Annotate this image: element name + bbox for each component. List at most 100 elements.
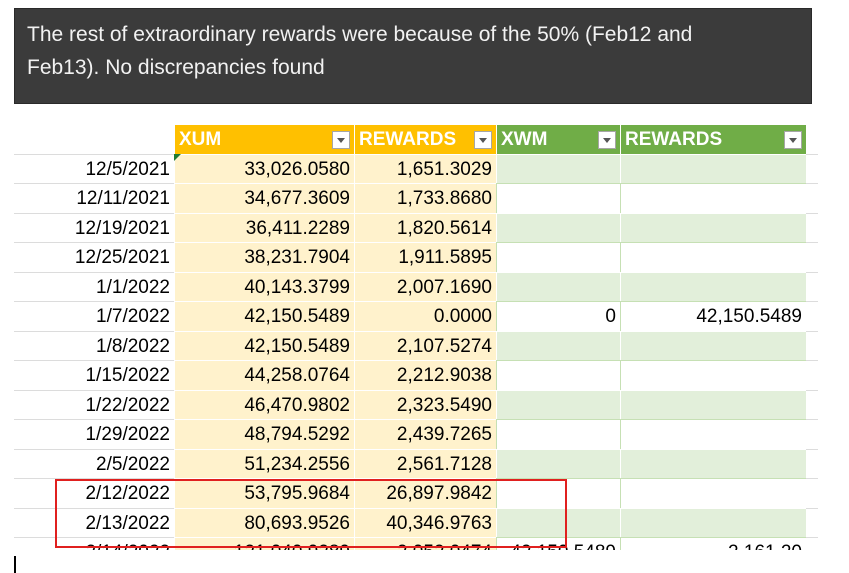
header-xwm[interactable]: XWM <box>496 124 620 154</box>
grid-cell[interactable] <box>806 330 818 361</box>
date-cell[interactable]: 12/11/2021 <box>14 183 174 213</box>
date-cell[interactable]: 1/29/2022 <box>14 419 174 449</box>
xwm-rewards-cell[interactable] <box>620 271 806 301</box>
grid-cell[interactable] <box>806 183 818 213</box>
xum-cell[interactable]: 48,794.5292 <box>174 419 354 449</box>
xwm-rewards-cell[interactable]: 42,150.5489 <box>620 301 806 331</box>
xum-cell[interactable]: 40,143.3799 <box>174 271 354 301</box>
xum-rewards-cell[interactable]: 40,346.9763 <box>354 507 496 537</box>
xum-cell[interactable]: 80,693.9526 <box>174 507 354 537</box>
xwm-rewards-cell[interactable] <box>620 153 806 183</box>
date-cell[interactable]: 1/1/2022 <box>14 271 174 302</box>
xum-cell[interactable]: 33,026.0580 <box>174 153 354 183</box>
grid-cell[interactable] <box>806 448 818 479</box>
xum-cell[interactable]: 38,231.7904 <box>174 242 354 272</box>
grid-cell[interactable] <box>806 537 818 550</box>
header-xwm-rewards[interactable]: REWARDS <box>620 124 806 154</box>
xwm-rewards-cell[interactable] <box>620 242 806 272</box>
xwm-rewards-cell[interactable] <box>620 478 806 508</box>
xwm-cell[interactable]: 0 <box>496 301 620 331</box>
xwm-cell[interactable] <box>496 153 620 183</box>
xum-rewards-cell[interactable]: 2,007.1690 <box>354 271 496 301</box>
xwm-rewards-cell[interactable] <box>620 419 806 449</box>
grid-cell[interactable] <box>806 153 818 184</box>
xum-cell[interactable]: 42,150.5489 <box>174 301 354 331</box>
xum-cell[interactable]: 46,470.9802 <box>174 389 354 419</box>
grid-cell[interactable] <box>806 478 818 508</box>
filter-dropdown-icon[interactable] <box>598 131 616 149</box>
xwm-cell[interactable] <box>496 360 620 390</box>
comment-line-1: The rest of extraordinary rewards were b… <box>27 23 693 46</box>
xwm-rewards-cell[interactable] <box>620 507 806 537</box>
grid-cell[interactable] <box>806 507 818 538</box>
xum-rewards-cell[interactable]: 2,439.7265 <box>354 419 496 449</box>
xwm-rewards-cell[interactable]: 2,161.20 <box>620 537 806 550</box>
xwm-cell[interactable] <box>496 478 620 508</box>
text-cursor <box>14 556 16 573</box>
xwm-rewards-cell[interactable] <box>620 183 806 213</box>
filter-dropdown-icon[interactable] <box>784 131 802 149</box>
comment-box: The rest of extraordinary rewards were b… <box>14 8 812 104</box>
xum-cell[interactable]: 36,411.2289 <box>174 212 354 242</box>
xum-cell[interactable]: 51,234.2556 <box>174 448 354 478</box>
xum-rewards-cell[interactable]: 1,651.3029 <box>354 153 496 183</box>
date-cell[interactable]: 2/5/2022 <box>14 448 174 479</box>
xum-rewards-cell[interactable]: 1,733.8680 <box>354 183 496 213</box>
xwm-cell[interactable] <box>496 448 620 478</box>
date-cell[interactable]: 1/8/2022 <box>14 330 174 361</box>
xwm-rewards-cell[interactable] <box>620 360 806 390</box>
xwm-cell[interactable] <box>496 389 620 419</box>
grid-cell[interactable] <box>806 242 818 272</box>
xwm-cell[interactable] <box>496 507 620 537</box>
xwm-rewards-cell[interactable] <box>620 389 806 419</box>
header-blank-cell[interactable] <box>14 124 174 154</box>
table-row: 2/12/2022 53,795.9684 26,897.9842 <box>14 478 818 508</box>
xwm-rewards-cell[interactable] <box>620 448 806 478</box>
xwm-cell[interactable] <box>496 183 620 213</box>
header-xum-rewards[interactable]: REWARDS <box>354 124 496 154</box>
date-cell[interactable]: 12/19/2021 <box>14 212 174 243</box>
xwm-cell[interactable] <box>496 212 620 242</box>
xum-rewards-cell[interactable]: 2,323.5490 <box>354 389 496 419</box>
xum-rewards-cell[interactable]: 1,820.5614 <box>354 212 496 242</box>
date-cell[interactable]: 2/13/2022 <box>14 507 174 538</box>
table-row: 12/11/2021 34,677.3609 1,733.8680 <box>14 183 818 213</box>
date-cell[interactable]: 1/7/2022 <box>14 301 174 331</box>
grid-cell[interactable] <box>806 360 818 390</box>
grid-cell[interactable] <box>806 124 818 154</box>
xwm-cell[interactable] <box>496 330 620 360</box>
date-cell[interactable]: 12/25/2021 <box>14 242 174 272</box>
header-xum[interactable]: XUM <box>174 124 354 154</box>
xum-rewards-cell[interactable]: 1,911.5895 <box>354 242 496 272</box>
date-cell[interactable]: 1/15/2022 <box>14 360 174 390</box>
filter-dropdown-icon[interactable] <box>474 131 492 149</box>
xum-rewards-cell[interactable]: 0.0000 <box>354 301 496 331</box>
grid-cell[interactable] <box>806 301 818 331</box>
xum-rewards-cell[interactable]: 2,107.5274 <box>354 330 496 360</box>
table-header-row: XUM REWARDS XWM REWARDS <box>14 124 818 154</box>
xwm-cell[interactable] <box>496 419 620 449</box>
date-cell[interactable]: 2/12/2022 <box>14 478 174 508</box>
xwm-rewards-cell[interactable] <box>620 212 806 242</box>
spreadsheet-table: XUM REWARDS XWM REWARDS 12/5/2021 33,026… <box>14 124 818 550</box>
filter-dropdown-icon[interactable] <box>332 131 350 149</box>
grid-cell[interactable] <box>806 389 818 420</box>
xwm-rewards-cell[interactable] <box>620 330 806 360</box>
table-row: 1/8/2022 42,150.5489 2,107.5274 <box>14 330 818 361</box>
table-row: 1/7/2022 42,150.5489 0.0000 0 42,150.548… <box>14 301 818 331</box>
xum-cell[interactable]: 44,258.0764 <box>174 360 354 390</box>
xum-cell[interactable]: 34,677.3609 <box>174 183 354 213</box>
error-indicator-icon <box>174 154 181 161</box>
date-cell[interactable]: 12/5/2021 <box>14 153 174 184</box>
xwm-cell[interactable] <box>496 242 620 272</box>
xum-rewards-cell[interactable]: 2,212.9038 <box>354 360 496 390</box>
xum-cell[interactable]: 42,150.5489 <box>174 330 354 360</box>
xum-rewards-cell[interactable]: 2,561.7128 <box>354 448 496 478</box>
xum-cell[interactable]: 53,795.9684 <box>174 478 354 508</box>
xwm-cell[interactable] <box>496 271 620 301</box>
xum-rewards-cell[interactable]: 26,897.9842 <box>354 478 496 508</box>
grid-cell[interactable] <box>806 271 818 302</box>
grid-cell[interactable] <box>806 212 818 243</box>
date-cell[interactable]: 1/22/2022 <box>14 389 174 420</box>
grid-cell[interactable] <box>806 419 818 449</box>
